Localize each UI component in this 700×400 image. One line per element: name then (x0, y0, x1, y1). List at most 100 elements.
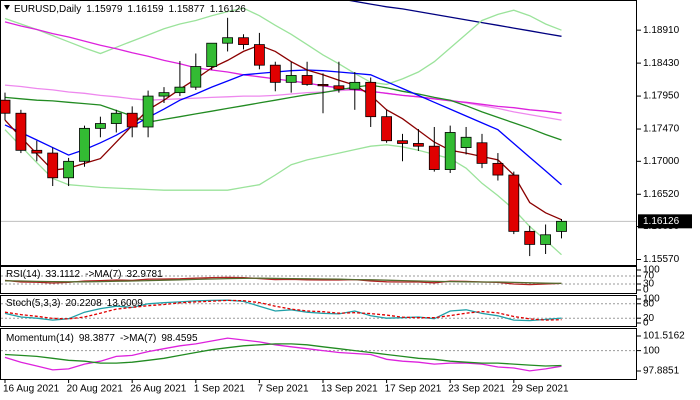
x-tick-label: 13 Sep 2021 (321, 384, 378, 395)
candle-body (222, 37, 234, 44)
y-tick-label: 20 (643, 313, 655, 324)
y-tick-label: 1.17950 (643, 91, 680, 102)
candle-body (540, 234, 551, 245)
indicator-line (4, 277, 562, 285)
indicator-line (4, 299, 562, 321)
axes: 1.18910 1.18430 1.17950 1.17470 1.17000 1.165… (3, 25, 692, 395)
series-name: ->MA(7) (120, 333, 156, 344)
candle-body (349, 81, 361, 90)
y-tick-label: 1.17470 (643, 124, 680, 135)
y-tick-label: 100 (643, 294, 660, 305)
ohlc-low: 1.15877 (169, 4, 206, 15)
series-name: Momentum(14) (6, 333, 74, 344)
series-name: ->MA(7) (85, 269, 121, 280)
candle-body (317, 84, 329, 87)
candle-body (444, 132, 456, 170)
y-tick-label: 100 (643, 265, 660, 276)
indicator-line (4, 84, 562, 121)
candle-body (63, 160, 74, 179)
panel-label: RSI(14) 33.1112 ->MA(7) 32.9781 (6, 269, 163, 280)
stoch-plot (1, 299, 636, 322)
y-tick-label: 1.18430 (643, 58, 680, 69)
series-value: 32.9781 (127, 269, 164, 280)
x-tick-label: 29 Sep 2021 (512, 384, 569, 395)
indicator-line (4, 129, 562, 256)
candle-body (301, 75, 313, 85)
x-tick-label: 17 Sep 2021 (385, 384, 442, 395)
candle-body (95, 123, 106, 129)
candle-body (1, 99, 11, 114)
x-tick-label: 20 Aug 2021 (67, 384, 124, 395)
candle-body (428, 145, 440, 170)
indicator-line (4, 21, 562, 114)
candle-body (269, 64, 281, 83)
main-frame (0, 0, 637, 266)
series-value: 20.2208 (65, 298, 102, 309)
indicator-line (4, 69, 562, 186)
y-tick-label: 97.8851 (643, 366, 680, 377)
y-tick-label: 70 (643, 271, 655, 282)
candle-body (524, 230, 536, 245)
indicator-line (4, 44, 562, 221)
ohlc-open: 1.15979 (86, 4, 123, 15)
candle-body (492, 162, 504, 176)
rsi-plot (1, 275, 636, 286)
series-name: Stoch(5,3,3) (6, 298, 60, 309)
candle-body (142, 95, 154, 128)
x-tick-label: 1 Sep 2021 (194, 384, 246, 395)
ohlc-close: 1.16126 (210, 4, 247, 15)
y-tick-label: 1.17000 (643, 156, 680, 167)
candle-body (285, 75, 297, 83)
candle-body (412, 143, 424, 147)
candle-body (79, 127, 90, 162)
momentum-frame (0, 328, 637, 380)
candle-body (31, 149, 43, 154)
candle-body (206, 42, 218, 67)
candle-body (556, 220, 567, 232)
collapse-icon[interactable] (4, 5, 10, 10)
momentum-plot (1, 337, 636, 372)
panel-label: Stoch(5,3,3) 20.2208 13.6009 (6, 298, 143, 309)
candle-body (397, 140, 408, 144)
series-value: 98.4595 (161, 333, 198, 344)
candle-body (365, 81, 377, 118)
panel-label: Momentum(14) 98.3877 ->MA(7) 98.4595 (6, 333, 198, 344)
candle-body (126, 112, 138, 128)
x-tick-label: 23 Sep 2021 (448, 384, 505, 395)
y-tick-label: 30 (643, 279, 655, 290)
indicator-line (4, 337, 562, 372)
indicator-line (349, 1, 562, 37)
y-tick-label: 100 (643, 345, 660, 356)
candle-body (253, 44, 265, 66)
candle-body (508, 174, 520, 232)
candle-body (333, 85, 345, 90)
y-tick-label: 1.18910 (643, 25, 680, 36)
candle-body (460, 136, 472, 148)
candle-body (110, 112, 122, 124)
y-tick-label: 1.16520 (643, 189, 680, 200)
ohlc-high: 1.16159 (127, 4, 164, 15)
y-tick-label: 80 (643, 298, 655, 309)
symbol: EURUSD,Daily (14, 4, 81, 15)
candle-body (47, 152, 59, 179)
y-tick-label: 0 (643, 318, 649, 329)
candle-body (476, 142, 488, 164)
rsi-frame (0, 266, 637, 294)
candle-body (174, 86, 186, 94)
chart-header: EURUSD,Daily 1.15979 1.16159 1.15877 1.16126 (14, 4, 246, 15)
y-tick-label: 1.15570 (643, 254, 680, 265)
current-price-box (638, 214, 692, 229)
series-name: RSI(14) (6, 269, 40, 280)
main-plot (1, 1, 636, 257)
indicator-line (4, 343, 562, 367)
candle-body (158, 92, 170, 97)
series-value: 98.3877 (79, 333, 116, 344)
candle-body (238, 37, 249, 45)
x-tick-label: 7 Sep 2021 (257, 384, 309, 395)
indicator-line (4, 7, 562, 86)
stoch-frame (0, 295, 637, 327)
x-tick-label: 26 Aug 2021 (130, 384, 187, 395)
candle-body (190, 66, 202, 88)
